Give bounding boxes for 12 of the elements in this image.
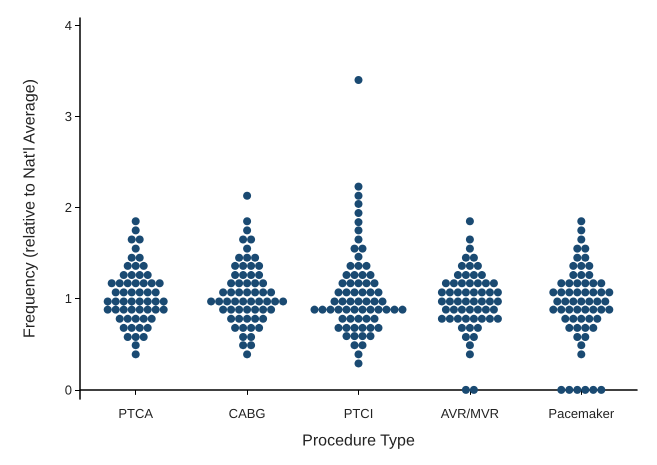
- x-axis-title: Procedure Type: [302, 432, 415, 450]
- x-tick-label: PTCI: [344, 406, 374, 421]
- y-tick-label: 3: [64, 108, 72, 124]
- x-tick-label: Pacemaker: [548, 406, 615, 421]
- x-tick-label: CABG: [228, 406, 266, 421]
- y-tick-label: 1: [64, 291, 72, 306]
- x-tick-label: PTCA: [118, 406, 154, 421]
- x-tick-label: AVR/MVR: [440, 406, 500, 421]
- y-tick-label: 0: [64, 382, 72, 398]
- y-axis-title: Frequency (relative to Nat'l Average): [22, 79, 38, 338]
- y-tick-label: 4: [64, 18, 72, 33]
- y-tick-label: 2: [64, 200, 72, 216]
